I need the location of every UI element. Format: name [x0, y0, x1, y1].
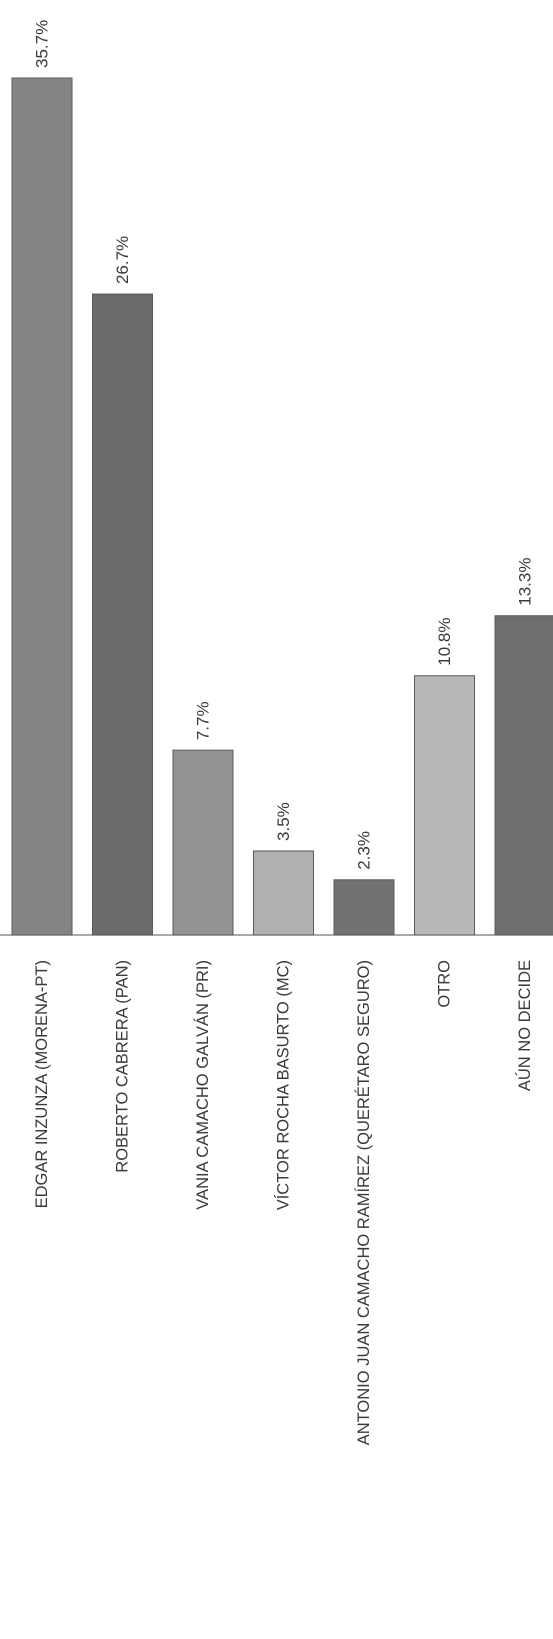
category-label-3: VANIA CAMACHO GALVÁN (PRI): [193, 960, 212, 1210]
bar-3: [172, 749, 234, 936]
category-label-4: VÍCTOR ROCHA BASURTO (MC): [274, 960, 293, 1210]
category-label-5: ANTONIO JUAN CAMACHO RAMÍREZ (QUERÉTARO …: [354, 960, 373, 1445]
bar-2: [92, 293, 153, 936]
bar-4: [253, 850, 314, 936]
bar-6: [414, 675, 475, 936]
value-label-2: 26.7%: [113, 236, 132, 284]
value-label-5: 2.3%: [355, 831, 374, 870]
value-label-7: 13.3%: [516, 558, 535, 606]
value-label-1: 35.7%: [33, 20, 52, 68]
category-label-6: OTRO: [436, 960, 454, 1008]
category-label-1: EDGAR INZUNZA (MORENA-PT): [33, 960, 51, 1208]
category-label-2: ROBERTO CABRERA (PAN): [114, 960, 132, 1173]
bar-7: [494, 615, 553, 936]
bar-5: [333, 879, 395, 936]
value-label-3: 7.7%: [194, 701, 213, 740]
value-label-6: 10.8%: [435, 618, 454, 666]
bar-1: [11, 77, 73, 936]
value-label-4: 3.5%: [274, 802, 293, 841]
category-label-7: AÚN NO DECIDE: [515, 960, 534, 1091]
